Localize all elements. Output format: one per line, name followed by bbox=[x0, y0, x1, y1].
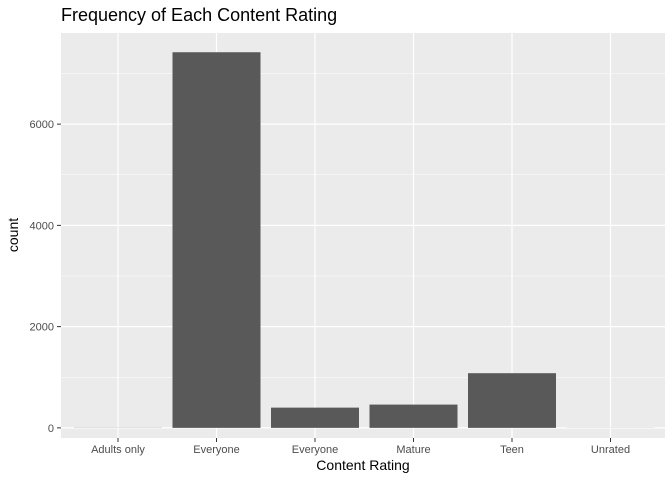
chart-title: Frequency of Each Content Rating bbox=[61, 5, 337, 25]
y-tick-label: 0 bbox=[48, 423, 54, 435]
bar bbox=[271, 407, 359, 428]
grid-minor bbox=[61, 73, 665, 378]
y-tick-label: 2000 bbox=[30, 322, 54, 334]
x-tick-label: Everyone bbox=[292, 444, 338, 456]
plot-panel bbox=[61, 33, 665, 438]
y-tick-label: 4000 bbox=[30, 220, 54, 232]
bar bbox=[468, 373, 556, 428]
x-tick-label: Adults only bbox=[91, 444, 145, 456]
y-axis: 0 2000 4000 6000 bbox=[30, 119, 61, 435]
x-tick-label: Unrated bbox=[591, 444, 630, 456]
y-tick-label: 6000 bbox=[30, 119, 54, 131]
x-axis: Adults only Everyone Everyone Mature Teen Unr… bbox=[91, 438, 630, 456]
x-tick-label: Teen bbox=[500, 444, 524, 456]
bars bbox=[74, 52, 655, 428]
bar bbox=[172, 52, 261, 428]
x-tick-label: Mature bbox=[396, 444, 430, 456]
x-axis-title: Content Rating bbox=[316, 457, 409, 473]
x-tick-label: Everyone bbox=[193, 444, 239, 456]
bar bbox=[369, 404, 458, 428]
y-axis-title: count bbox=[5, 218, 21, 252]
